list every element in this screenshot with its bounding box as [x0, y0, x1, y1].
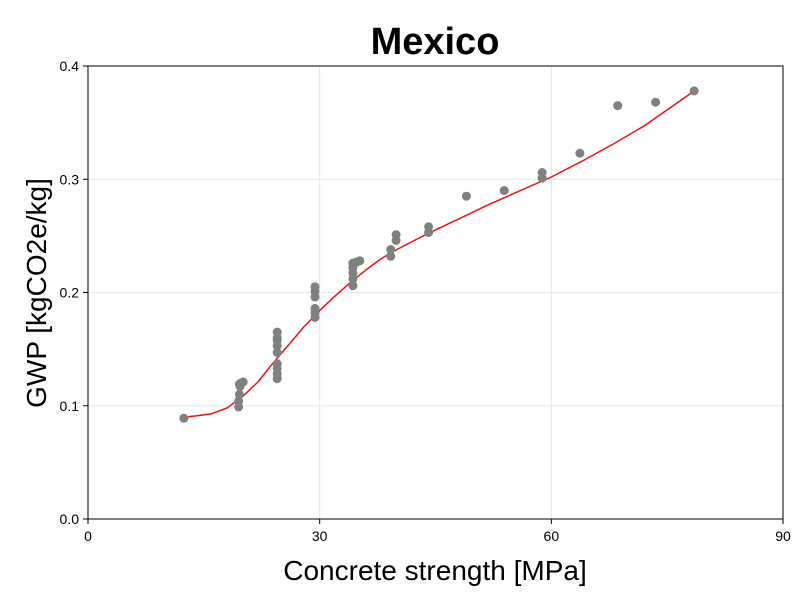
data-point	[310, 303, 320, 313]
data-point	[689, 86, 699, 96]
data-point	[310, 282, 320, 292]
data-point	[651, 97, 661, 107]
x-tick-label: 60	[544, 528, 560, 544]
data-points	[179, 86, 699, 423]
x-tick-label: 90	[775, 528, 791, 544]
data-point	[499, 186, 509, 196]
fit-line	[183, 90, 695, 418]
y-tick-label: 0.3	[60, 171, 80, 187]
data-point	[238, 377, 248, 387]
data-point	[391, 230, 401, 240]
data-point	[386, 251, 396, 261]
data-point	[575, 148, 585, 158]
data-point	[179, 413, 189, 423]
x-tick-label: 0	[84, 528, 92, 544]
data-point	[234, 396, 244, 406]
grid-lines	[88, 66, 783, 519]
plot-frame	[87, 65, 784, 520]
data-point	[355, 256, 365, 266]
fit-curve	[183, 90, 695, 418]
data-point	[234, 389, 244, 399]
data-point	[386, 245, 396, 254]
data-point	[272, 333, 282, 343]
y-tick-label: 0.2	[60, 285, 80, 301]
data-point	[461, 191, 471, 201]
y-tick-label: 0.4	[60, 58, 80, 74]
data-point	[537, 168, 547, 177]
chart-title: Mexico	[371, 21, 500, 63]
data-point	[272, 359, 282, 369]
x-axis-label: Concrete strength [MPa]	[283, 555, 586, 586]
y-tick-label: 0.0	[60, 511, 80, 527]
data-point	[272, 348, 282, 357]
data-point	[424, 222, 434, 232]
data-point	[613, 101, 623, 111]
y-axis-label: GWP [kgCO2e/kg]	[21, 178, 52, 408]
tick-labels: 0 30 60 90 0.0 0.1 0.2 0.3 0.4	[60, 58, 791, 544]
data-point	[348, 281, 358, 291]
x-tick-label: 30	[312, 528, 328, 544]
y-tick-label: 0.1	[60, 398, 80, 414]
